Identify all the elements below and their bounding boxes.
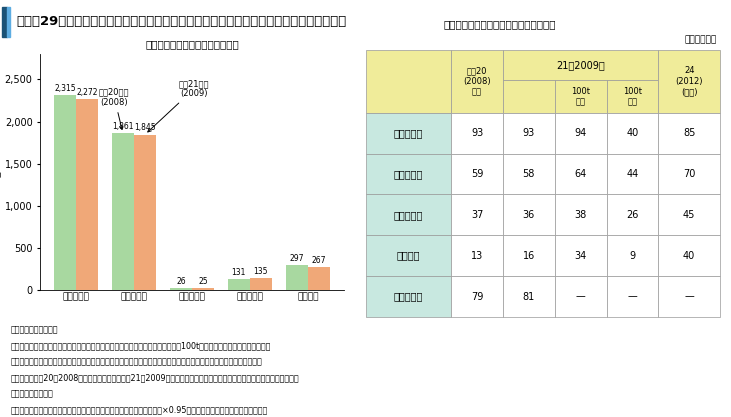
Bar	[112, 133, 134, 290]
Bar	[192, 288, 214, 290]
Bar	[228, 279, 250, 290]
Text: 13: 13	[471, 251, 483, 261]
Text: 食品製造業: 食品製造業	[393, 128, 423, 138]
Text: 40: 40	[626, 128, 638, 138]
Bar	[308, 267, 330, 290]
Bar	[76, 99, 98, 290]
Text: 25: 25	[198, 276, 208, 286]
Bar	[607, 80, 659, 113]
Text: 59: 59	[471, 169, 483, 179]
Text: 36: 36	[523, 210, 535, 220]
Bar	[555, 113, 607, 153]
Text: 16: 16	[523, 251, 535, 261]
Bar	[54, 95, 76, 290]
Bar	[659, 50, 720, 113]
Bar	[451, 235, 503, 276]
Bar	[607, 276, 659, 317]
Text: 64: 64	[575, 169, 587, 179]
Bar	[555, 194, 607, 235]
Text: 9: 9	[629, 251, 635, 261]
Text: 24
(2012)
(目標): 24 (2012) (目標)	[675, 66, 703, 96]
Bar	[607, 153, 659, 194]
Text: 297: 297	[289, 254, 304, 263]
Text: 26: 26	[176, 276, 186, 286]
Bar	[366, 194, 451, 235]
Text: —: —	[576, 291, 586, 301]
Text: 外食産業: 外食産業	[397, 251, 420, 261]
Text: 100t
未満: 100t 未満	[623, 87, 642, 106]
Bar	[451, 276, 503, 317]
Bar	[555, 276, 607, 317]
Bar	[607, 235, 659, 276]
Bar	[366, 50, 451, 113]
Text: 58: 58	[523, 169, 535, 179]
Bar	[555, 235, 607, 276]
Bar	[451, 50, 503, 113]
Text: 務付け）で把握できない部分を「食品循環資源の再生利用等実態調査結果」により補完し、全体を推計した。: 務付け）で把握できない部分を「食品循環資源の再生利用等実態調査結果」により補完し…	[11, 357, 262, 367]
Text: 食品卉売業: 食品卉売業	[393, 169, 423, 179]
Title: （食品廃棄物等の年間総発生量）: （食品廃棄物等の年間総発生量）	[145, 39, 239, 49]
Bar	[366, 235, 451, 276]
Text: 1,845: 1,845	[135, 123, 156, 133]
Text: 1,861: 1,861	[112, 122, 134, 131]
Text: 26: 26	[626, 210, 639, 220]
Text: 食品小売業: 食品小売業	[393, 210, 423, 220]
Bar	[607, 113, 659, 153]
Text: （食品循環資源の再生利用等の実施率）: （食品循環資源の再生利用等の実施率）	[444, 19, 556, 29]
Bar	[451, 194, 503, 235]
Text: 2,272: 2,272	[76, 88, 98, 96]
Text: 40: 40	[683, 251, 695, 261]
Bar	[503, 153, 555, 194]
Bar	[134, 135, 156, 290]
Bar	[503, 235, 555, 276]
Text: ３）再生利用等の実施率＝（発生抑制量＋再生利用量＋熱回収量×0.95＋減量量）／（発生抑制量＋発生量）: ３）再生利用等の実施率＝（発生抑制量＋再生利用量＋熱回収量×0.95＋減量量）／…	[11, 405, 268, 414]
Text: 45: 45	[683, 210, 695, 220]
Text: 2,315: 2,315	[54, 84, 76, 93]
Bar	[170, 288, 192, 290]
Bar	[659, 113, 720, 153]
Bar	[451, 113, 503, 153]
Bar	[503, 50, 659, 80]
Text: 135: 135	[254, 267, 268, 276]
Bar	[659, 235, 720, 276]
Bar	[2, 7, 7, 37]
Text: —: —	[627, 291, 637, 301]
Bar	[503, 80, 555, 113]
Text: —: —	[684, 291, 694, 301]
Bar	[607, 194, 659, 235]
Text: ２）平成20（2008）年度については、平成21（2009）年度と同様の手法により組替集計を行った上で再集計したも: ２）平成20（2008）年度については、平成21（2009）年度と同様の手法によ…	[11, 374, 300, 382]
Bar	[366, 153, 451, 194]
Bar	[250, 279, 272, 290]
Bar	[286, 265, 308, 290]
Text: 79: 79	[471, 291, 483, 301]
Bar	[659, 194, 720, 235]
Text: 資料：農林水産省調べ: 資料：農林水産省調べ	[11, 325, 58, 334]
Bar	[503, 194, 555, 235]
Bar	[555, 80, 607, 113]
Text: 図２－29　業種別の食品廃棄物等の年間総発生量及び食品循環資源の再生利用等の実施率: 図２－29 業種別の食品廃棄物等の年間総発生量及び食品循環資源の再生利用等の実施…	[16, 15, 346, 28]
Text: 131: 131	[232, 268, 246, 277]
Bar	[659, 153, 720, 194]
Bar	[503, 276, 555, 317]
Y-axis label: 万t: 万t	[0, 167, 2, 177]
Text: 81: 81	[523, 291, 535, 301]
Text: 平成20
(2008)
年度: 平成20 (2008) 年度	[463, 66, 491, 96]
Text: 93: 93	[471, 128, 483, 138]
Text: 37: 37	[471, 210, 483, 220]
Bar	[366, 276, 451, 317]
Text: 267: 267	[311, 256, 326, 265]
Bar	[659, 276, 720, 317]
Text: （単位：％）: （単位：％）	[684, 36, 716, 45]
Text: 93: 93	[523, 128, 535, 138]
Bar	[451, 153, 503, 194]
Text: 70: 70	[683, 169, 695, 179]
Text: 38: 38	[575, 210, 587, 220]
Text: 85: 85	[683, 128, 695, 138]
Bar	[366, 113, 451, 153]
Text: 食品産業計: 食品産業計	[393, 291, 423, 301]
Text: 平成20年度
(2008): 平成20年度 (2008)	[99, 88, 129, 129]
Text: 94: 94	[575, 128, 587, 138]
Text: 34: 34	[575, 251, 587, 261]
Text: のである。: のである。	[11, 389, 53, 399]
Bar	[503, 113, 555, 153]
